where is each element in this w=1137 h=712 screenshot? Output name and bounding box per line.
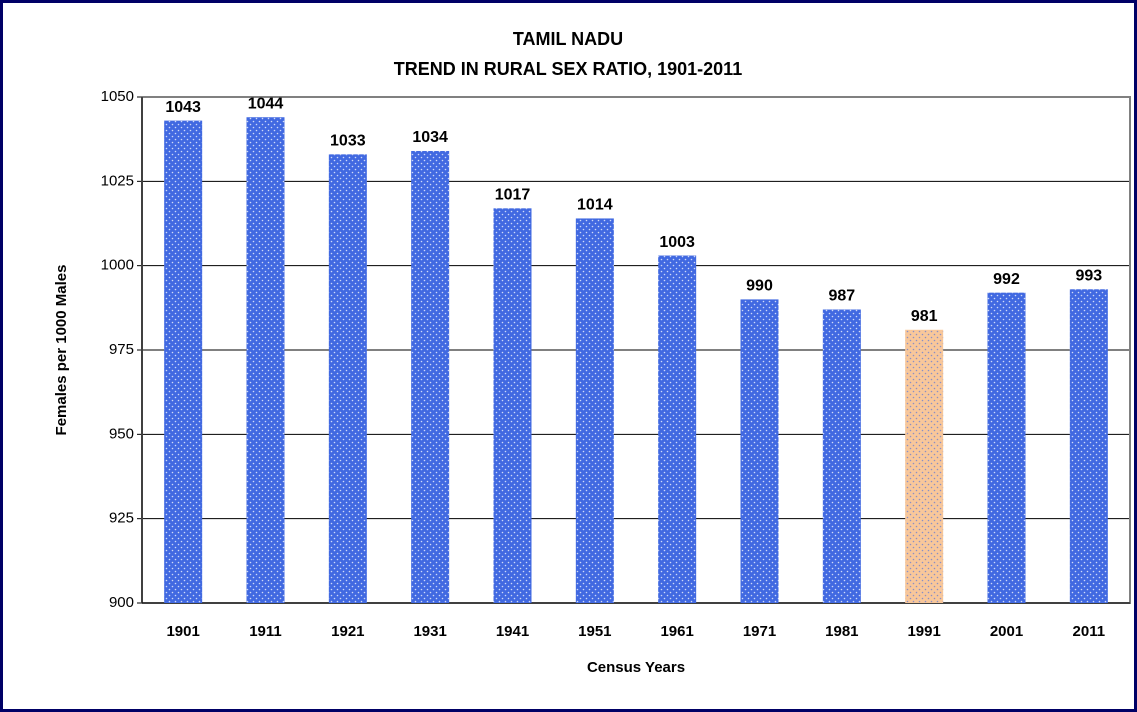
x-tick-label: 1931 xyxy=(413,623,446,640)
bar-pattern xyxy=(493,208,532,603)
bar-pattern xyxy=(164,120,203,603)
chart-title: TAMIL NADU xyxy=(513,29,623,49)
data-label: 992 xyxy=(993,271,1020,288)
x-tick-label: 1951 xyxy=(578,623,611,640)
y-tick-label: 1025 xyxy=(101,172,134,189)
bar-pattern xyxy=(246,117,285,604)
bar-pattern xyxy=(905,329,944,603)
y-tick-label: 925 xyxy=(109,510,134,527)
bar-pattern xyxy=(328,154,367,603)
data-label: 981 xyxy=(911,308,938,325)
y-tick-label: 975 xyxy=(109,341,134,358)
bar-pattern xyxy=(822,309,861,603)
bar-pattern xyxy=(740,299,779,603)
y-tick-label: 1050 xyxy=(101,88,134,105)
data-label: 1014 xyxy=(577,197,613,214)
y-tick-label: 950 xyxy=(109,425,134,442)
data-label: 1003 xyxy=(659,234,695,251)
x-tick-label: 1911 xyxy=(249,623,282,640)
data-label: 1033 xyxy=(330,133,366,150)
bar-pattern xyxy=(658,255,697,603)
x-tick-label: 1991 xyxy=(907,623,940,640)
bar-pattern xyxy=(987,292,1026,603)
data-label: 1034 xyxy=(412,129,448,146)
x-tick-label: 1961 xyxy=(660,623,693,640)
y-axis-title: Females per 1000 Males xyxy=(53,265,70,436)
data-label: 993 xyxy=(1075,267,1102,284)
data-label: 987 xyxy=(828,288,855,305)
chart-subtitle: TREND IN RURAL SEX RATIO, 1901-2011 xyxy=(394,59,742,79)
data-label: 990 xyxy=(746,278,773,295)
data-label: 1043 xyxy=(165,99,201,116)
x-tick-label: 1941 xyxy=(496,623,529,640)
x-tick-label: 2011 xyxy=(1073,623,1106,640)
data-label: 1044 xyxy=(248,95,284,112)
y-tick-label: 900 xyxy=(109,594,134,611)
y-tick-label: 1000 xyxy=(101,257,134,274)
bar-pattern xyxy=(1069,289,1108,603)
x-tick-label: 1921 xyxy=(331,623,364,640)
bar-pattern xyxy=(411,150,450,603)
x-tick-label: 1901 xyxy=(166,623,199,640)
x-tick-label: 2001 xyxy=(990,623,1023,640)
data-label: 1017 xyxy=(495,187,531,204)
x-tick-label: 1971 xyxy=(743,623,776,640)
bar-pattern xyxy=(575,218,614,603)
x-tick-label: 1981 xyxy=(825,623,858,640)
x-axis-title: Census Years xyxy=(587,659,685,676)
